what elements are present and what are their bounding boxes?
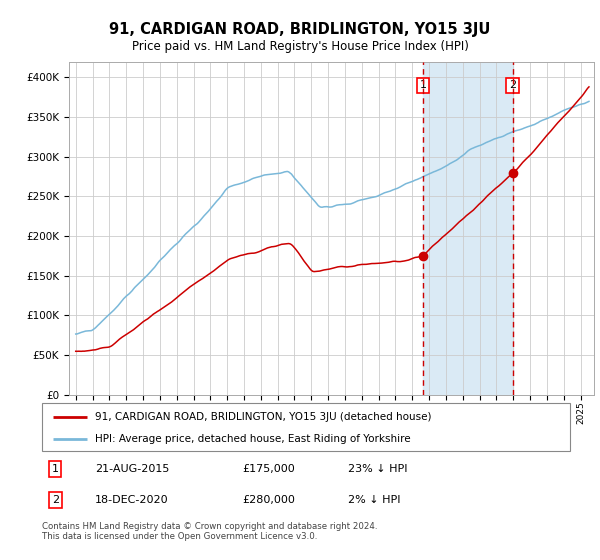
- Text: 1: 1: [52, 464, 59, 474]
- FancyBboxPatch shape: [42, 403, 570, 451]
- Text: 18-DEC-2020: 18-DEC-2020: [95, 495, 169, 505]
- Text: 91, CARDIGAN ROAD, BRIDLINGTON, YO15 3JU (detached house): 91, CARDIGAN ROAD, BRIDLINGTON, YO15 3JU…: [95, 412, 431, 422]
- Text: 2: 2: [509, 81, 516, 90]
- Text: 23% ↓ HPI: 23% ↓ HPI: [348, 464, 408, 474]
- Text: 21-AUG-2015: 21-AUG-2015: [95, 464, 169, 474]
- Text: 2: 2: [52, 495, 59, 505]
- Text: 2% ↓ HPI: 2% ↓ HPI: [348, 495, 401, 505]
- Text: 1: 1: [419, 81, 427, 90]
- Text: Contains HM Land Registry data © Crown copyright and database right 2024.
This d: Contains HM Land Registry data © Crown c…: [42, 522, 377, 542]
- Bar: [423, 62, 512, 395]
- Text: Price paid vs. HM Land Registry's House Price Index (HPI): Price paid vs. HM Land Registry's House …: [131, 40, 469, 53]
- Text: £280,000: £280,000: [242, 495, 296, 505]
- Text: HPI: Average price, detached house, East Riding of Yorkshire: HPI: Average price, detached house, East…: [95, 434, 410, 444]
- Text: £175,000: £175,000: [242, 464, 295, 474]
- Text: 91, CARDIGAN ROAD, BRIDLINGTON, YO15 3JU: 91, CARDIGAN ROAD, BRIDLINGTON, YO15 3JU: [109, 22, 491, 38]
